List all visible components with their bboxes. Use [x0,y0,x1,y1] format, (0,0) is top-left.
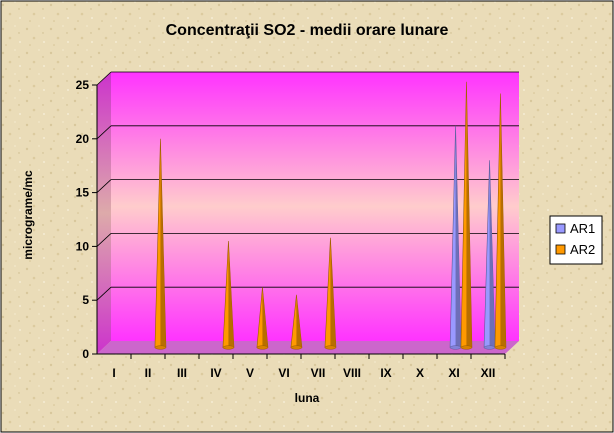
bar-base-ar2 [222,345,235,350]
bar-base-ar2 [494,345,507,350]
x-tick-label: IV [210,366,221,380]
bar-ar2 [460,81,473,350]
x-tick-label: XI [448,366,459,380]
bar-cone-shade-ar2 [296,294,302,348]
gridlines [96,71,519,301]
y-axis-ticks: 0 5 10 15 20 25 [76,78,97,361]
bar-ar2 [256,287,269,350]
bar-ar2 [154,138,167,350]
legend-swatch-ar2 [555,244,566,255]
plot-floor [97,341,519,354]
x-tick-label: VIII [343,366,361,380]
legend-swatch-ar1 [555,223,566,234]
y-tick-label: 10 [76,239,90,253]
bar-cone-shade-ar2 [160,138,166,348]
x-tick-label: III [177,366,187,380]
bar-cone-shade-ar1 [455,125,462,348]
x-tick-label: X [416,366,424,380]
y-tick-label: 15 [76,186,90,200]
bar-ar2 [494,93,507,350]
bar-cone-shade-ar2 [330,237,336,348]
y-tick-label: 25 [76,78,90,92]
x-tick-label: VII [311,366,326,380]
bar-cone-shade-ar2 [262,287,268,348]
gridline-side [96,233,112,247]
bar-cone-shade-ar1 [489,160,496,348]
y-axis-title: micrograme/mc [21,170,35,260]
x-axis-title: luna [295,391,320,405]
gridline-side [96,71,112,86]
plot-side-wall [97,72,111,354]
x-axis-ticks: I II III IV V VI VII VIII IX X XI XII [112,354,506,380]
legend-label-ar2: AR2 [570,242,595,257]
gridline-side [96,286,112,301]
y-tick-label: 5 [82,293,89,307]
gridline-side [96,179,112,193]
x-tick-label: XII [481,366,496,380]
bar-base-ar2 [154,345,167,350]
legend: AR1 AR2 [549,215,603,265]
gridline-side [96,125,112,140]
x-tick-label: II [145,366,152,380]
x-tick-label: V [246,366,254,380]
bar-ar1 [483,160,496,350]
x-tick-label: VI [278,366,289,380]
bar-ar1 [449,125,462,350]
legend-label-ar1: AR1 [570,221,595,236]
bar-cone-shade-ar2 [466,81,472,348]
bar-base-ar2 [290,345,303,350]
x-tick-label: IX [380,366,391,380]
bar-ar2 [290,294,303,350]
bar-ar2 [222,240,235,350]
chart-title: Concentraţii SO2 - medii orare lunare [166,22,449,39]
x-tick-label: I [112,366,115,380]
y-tick-label: 20 [76,132,90,146]
bar-base-ar2 [460,345,473,350]
bar-ar2 [324,237,337,350]
bar-base-ar2 [256,345,269,350]
bars [154,81,507,350]
bar-cone-shade-ar2 [228,240,234,348]
bar-base-ar2 [324,345,337,350]
y-tick-label: 0 [82,347,89,361]
bar-base-ar1 [483,345,496,350]
plot-back-wall [111,72,519,341]
bar-base-ar1 [449,345,462,350]
